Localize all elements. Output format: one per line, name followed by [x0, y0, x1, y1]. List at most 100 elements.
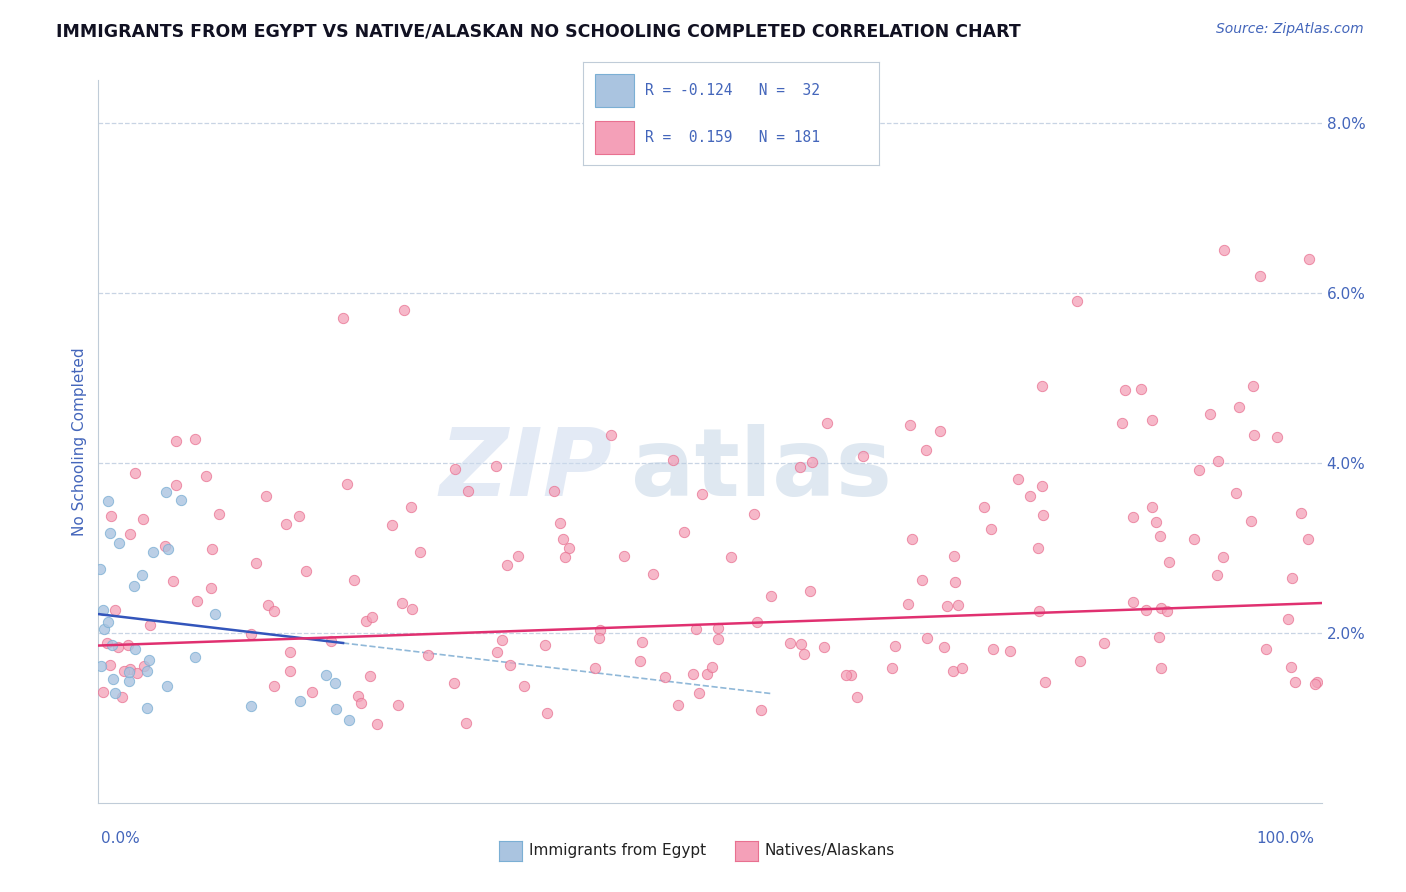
Point	[661, 452, 683, 467]
Point	[132, 659, 155, 673]
Point	[1140, 412, 1163, 426]
Point	[813, 640, 835, 654]
Point	[156, 541, 179, 556]
Point	[97, 615, 120, 629]
Point	[280, 645, 302, 659]
Point	[1026, 541, 1049, 555]
Point	[513, 679, 536, 693]
Point	[1243, 427, 1265, 442]
Point	[1156, 604, 1178, 618]
Point	[1149, 529, 1171, 543]
Point	[950, 660, 973, 674]
Point	[1122, 510, 1144, 524]
Point	[124, 466, 146, 480]
Point	[165, 434, 187, 449]
Point	[1069, 654, 1091, 668]
Point	[1028, 604, 1050, 618]
Point	[343, 573, 366, 587]
Point	[745, 615, 768, 630]
Point	[91, 603, 114, 617]
Point	[707, 621, 730, 635]
Point	[1205, 568, 1227, 582]
Text: 100.0%: 100.0%	[1257, 831, 1315, 846]
Point	[981, 641, 1004, 656]
Point	[361, 610, 384, 624]
Point	[707, 632, 730, 646]
Point	[1032, 508, 1054, 522]
Point	[153, 539, 176, 553]
Text: Natives/Alaskans: Natives/Alaskans	[765, 843, 896, 857]
Point	[1306, 674, 1329, 689]
Point	[720, 549, 742, 564]
Text: ZIP: ZIP	[439, 425, 612, 516]
Point	[184, 650, 207, 665]
Point	[381, 517, 404, 532]
Point	[506, 549, 529, 563]
Point	[1122, 595, 1144, 609]
Point	[194, 469, 217, 483]
Point	[240, 698, 263, 713]
Point	[186, 593, 208, 607]
Point	[1250, 268, 1272, 283]
Point	[350, 696, 373, 710]
Point	[841, 668, 863, 682]
Point	[1265, 430, 1288, 444]
Point	[898, 417, 921, 432]
Point	[880, 661, 903, 675]
Point	[347, 689, 370, 703]
Point	[1281, 571, 1303, 585]
Point	[973, 500, 995, 514]
Point	[288, 508, 311, 523]
Point	[200, 581, 222, 595]
Point	[1188, 463, 1211, 477]
Point	[96, 636, 118, 650]
Point	[165, 477, 187, 491]
Point	[1092, 636, 1115, 650]
Point	[257, 598, 280, 612]
Point	[1182, 532, 1205, 546]
Point	[263, 679, 285, 693]
Point	[548, 516, 571, 530]
Point	[1000, 644, 1022, 658]
Point	[118, 674, 141, 689]
Point	[401, 602, 423, 616]
Point	[117, 638, 139, 652]
Point	[1157, 555, 1180, 569]
Point	[789, 459, 811, 474]
Point	[155, 485, 177, 500]
Text: IMMIGRANTS FROM EGYPT VS NATIVE/ALASKAN NO SCHOOLING COMPLETED CORRELATION CHART: IMMIGRANTS FROM EGYPT VS NATIVE/ALASKAN …	[56, 22, 1021, 40]
Point	[183, 432, 205, 446]
Point	[336, 477, 359, 491]
Point	[911, 573, 934, 587]
Point	[201, 542, 224, 557]
Point	[932, 640, 955, 655]
Text: 0.0%: 0.0%	[101, 831, 141, 846]
Point	[1007, 472, 1029, 486]
Point	[98, 525, 121, 540]
Bar	[595, 74, 634, 106]
Point	[245, 556, 267, 570]
Point	[100, 508, 122, 523]
Point	[583, 661, 606, 675]
Point	[108, 536, 131, 550]
Point	[1298, 252, 1320, 266]
Point	[688, 686, 710, 700]
Point	[120, 527, 142, 541]
Point	[700, 659, 723, 673]
Point	[673, 525, 696, 540]
Point	[1225, 485, 1247, 500]
Point	[946, 598, 969, 612]
Point	[1212, 549, 1234, 564]
Point	[1256, 642, 1278, 657]
Point	[588, 632, 610, 646]
Point	[491, 633, 513, 648]
Point	[443, 675, 465, 690]
Point	[315, 667, 337, 681]
Point	[122, 579, 145, 593]
Point	[943, 575, 966, 590]
Point	[263, 604, 285, 618]
Point	[295, 564, 318, 578]
Point	[97, 494, 120, 508]
Point	[454, 716, 477, 731]
Point	[319, 634, 342, 648]
